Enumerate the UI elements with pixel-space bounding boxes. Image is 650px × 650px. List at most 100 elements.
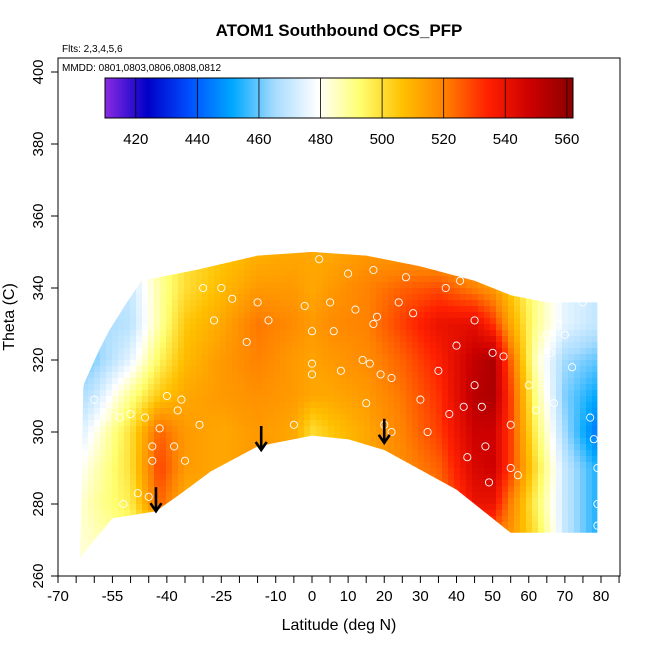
heatmap-cell [142,456,149,463]
heatmap-cell [82,540,89,547]
heatmap-cell [208,558,215,565]
heatmap-cell [364,306,371,313]
heatmap-cell [88,534,95,541]
heatmap-cell [400,360,407,367]
heatmap-cell [442,252,449,253]
heatmap-cell [166,474,173,481]
heatmap-cell [100,450,107,457]
heatmap-cell [460,486,467,493]
heatmap-cell [574,522,581,529]
heatmap-cell [598,426,605,433]
heatmap-cell [424,504,431,511]
heatmap-cell [382,378,389,385]
heatmap-cell [400,492,407,499]
heatmap-cell [256,324,263,331]
heatmap-cell [376,252,383,259]
heatmap-cell [562,264,569,271]
heatmap-cell [286,552,293,558]
heatmap-cell [574,348,581,355]
heatmap-cell [496,318,503,325]
heatmap-cell [184,456,191,463]
heatmap-cell [574,330,581,337]
heatmap-cell [304,312,311,319]
heatmap-cell [328,360,335,367]
heatmap-cell [520,504,527,511]
heatmap-cell [172,546,179,553]
heatmap-cell [574,516,581,523]
heatmap-cell [448,324,455,331]
heatmap-cell [178,276,185,283]
heatmap-cell [328,366,335,373]
heatmap-cell [496,492,503,499]
heatmap-cell [196,462,203,469]
heatmap-cell [160,324,167,331]
heatmap-cell [310,552,317,558]
sample-point [336,366,345,375]
heatmap-cell [298,342,305,349]
heatmap-cell [556,288,563,295]
heatmap-cell [490,564,497,571]
heatmap-cell [334,306,341,313]
heatmap-cell [538,240,545,247]
heatmap-cell [304,414,311,421]
heatmap-cell [334,402,341,409]
heatmap-cell [304,360,311,367]
heatmap-cell [286,522,293,529]
heatmap-cell [334,372,341,379]
heatmap-cell [460,390,467,397]
heatmap-cell [226,426,233,433]
heatmap-cell [436,330,443,337]
heatmap-cell [304,420,311,427]
heatmap-cell [568,282,575,289]
heatmap-cell [136,498,143,505]
heatmap-cell [508,402,515,409]
heatmap-cell [340,252,347,253]
heatmap-cell [79,270,83,277]
heatmap-cell [88,252,95,259]
heatmap-cell [328,318,335,325]
heatmap-cell [562,546,569,553]
heatmap-cell [574,552,581,558]
heatmap-cell [364,564,371,571]
sample-point [242,337,251,347]
heatmap-cell [436,240,443,247]
heatmap-cell [118,540,125,547]
heatmap-cell [100,282,107,289]
heatmap-cell [160,318,167,325]
heatmap-cell [148,366,155,373]
heatmap-cell [388,264,395,271]
heatmap-cell [478,324,485,331]
heatmap-cell [94,336,101,343]
heatmap-cell [454,534,461,541]
heatmap-cell [358,516,365,523]
heatmap-cell [106,474,113,481]
heatmap-cell [574,408,581,415]
heatmap-cell [478,450,485,457]
heatmap-cell [322,312,329,319]
heatmap-cell [184,342,191,349]
heatmap-cell [154,564,161,571]
heatmap-cell [172,390,179,397]
heatmap-cell [136,438,143,445]
heatmap-cell [100,270,107,277]
heatmap-cell [394,408,401,415]
heatmap-cell [184,306,191,313]
heatmap-cell [520,330,527,337]
heatmap-cell [274,420,281,427]
heatmap-cell [424,348,431,355]
heatmap-cell [430,390,437,397]
heatmap-cell [502,324,509,331]
heatmap-cell [328,252,335,259]
heatmap-cell [394,330,401,337]
heatmap-cell [550,330,557,337]
heatmap-cell [562,558,569,565]
heatmap-cell [430,258,437,265]
heatmap-cell [202,366,209,373]
heatmap-cell [220,342,227,349]
heatmap-cell [562,270,569,277]
heatmap-cell [568,252,575,253]
heatmap-cell [526,504,533,511]
heatmap-cell [112,522,119,529]
heatmap-cell [208,414,215,421]
heatmap-cell [142,468,149,475]
